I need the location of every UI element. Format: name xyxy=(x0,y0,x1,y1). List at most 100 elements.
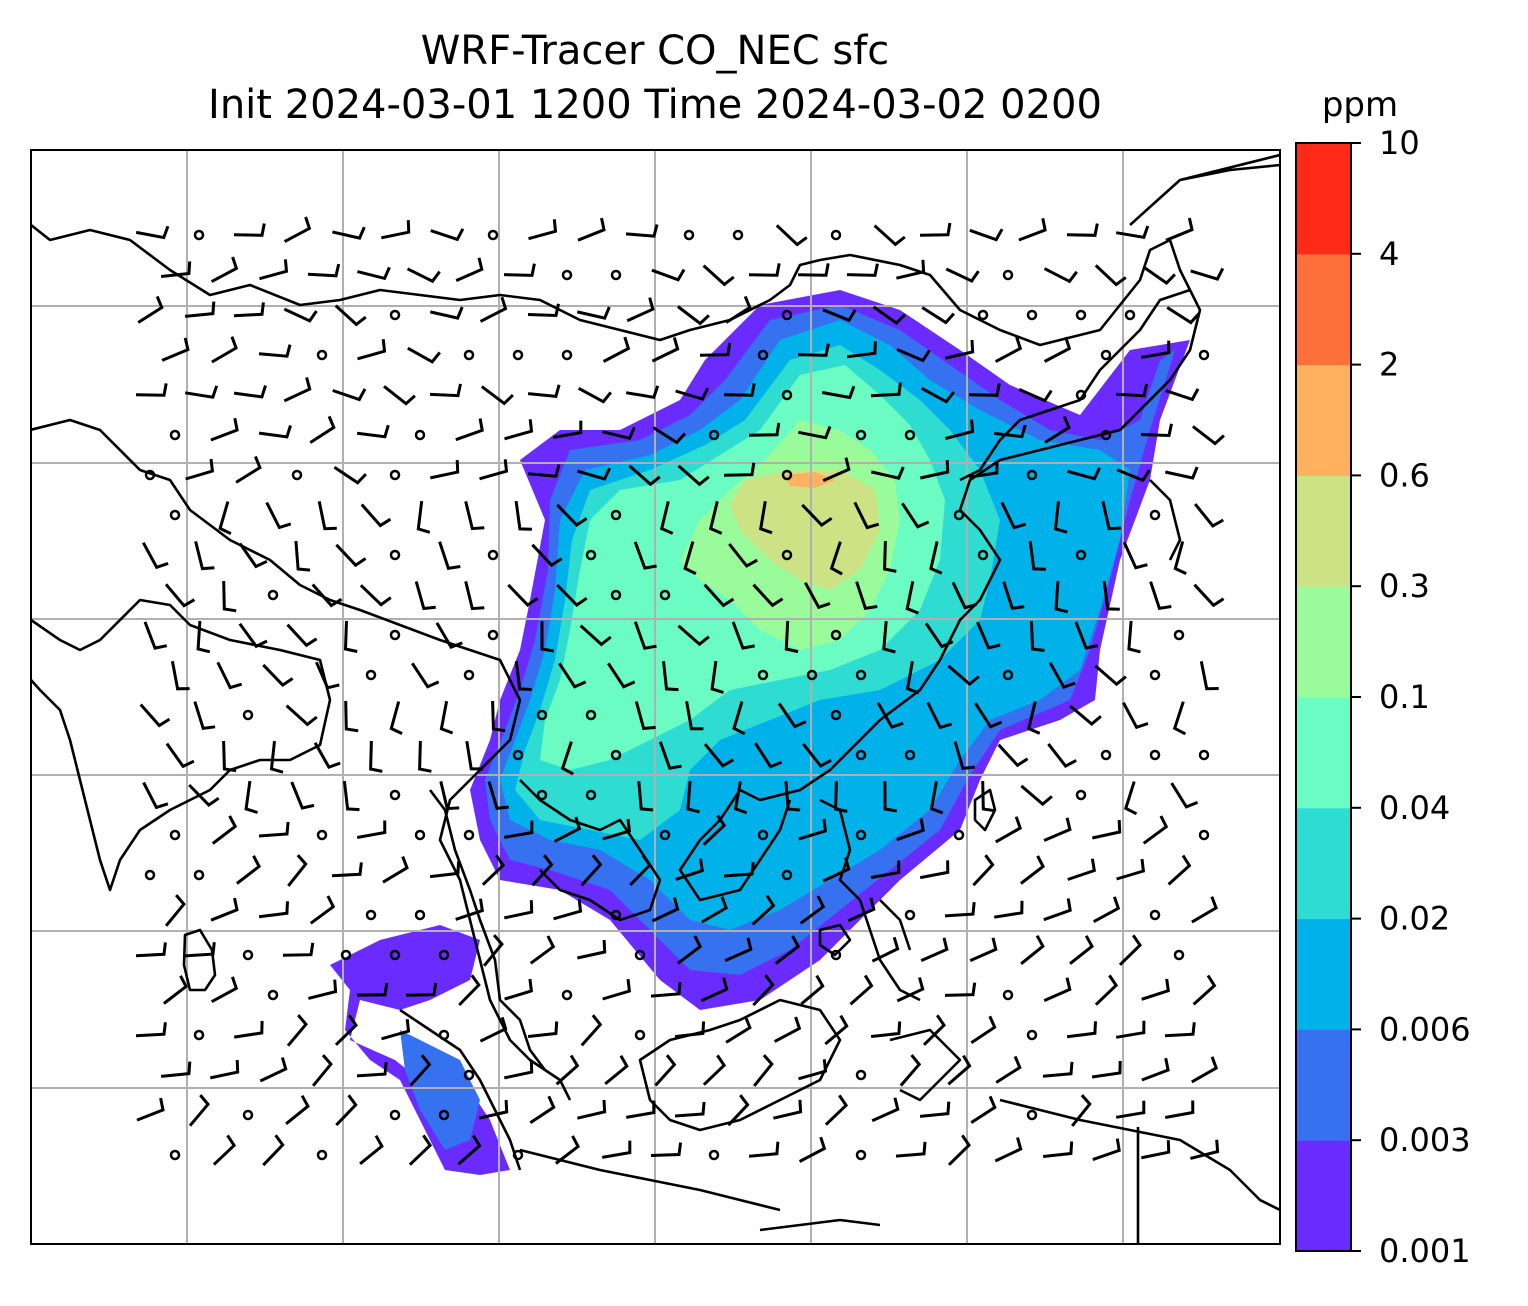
calm-wind-marker xyxy=(512,349,524,361)
wind-barb xyxy=(896,259,926,280)
wind-barb xyxy=(504,419,534,441)
wind-barb xyxy=(357,339,387,361)
calm-wind-marker xyxy=(389,469,401,481)
calm-wind-marker xyxy=(781,389,793,401)
calm-wind-marker xyxy=(267,989,279,1001)
wind-barb xyxy=(725,295,752,324)
wind-barb xyxy=(798,818,828,841)
map-title-line-2: Init 2024-03-01 1200 Time 2024-03-02 020… xyxy=(208,82,1102,128)
coastline-sulawesi xyxy=(889,1028,962,1102)
colorbar-tick-label: 0.3 xyxy=(1379,567,1430,605)
colorbar-block xyxy=(1296,253,1351,366)
wind-barb xyxy=(945,339,975,360)
wind-barb xyxy=(210,417,239,442)
calm-wind-marker xyxy=(781,469,793,481)
wind-barb xyxy=(164,583,196,608)
wind-barb xyxy=(576,939,607,960)
wind-barb xyxy=(577,217,606,242)
calm-wind-marker xyxy=(1149,749,1161,761)
calm-wind-marker xyxy=(904,909,916,921)
wind-barb xyxy=(464,581,485,611)
calm-wind-marker xyxy=(585,549,597,561)
coastline-china-east xyxy=(699,153,1280,841)
coastline-philippines xyxy=(819,798,921,1002)
wind-barb xyxy=(480,385,514,406)
wind-barb xyxy=(637,780,654,812)
wind-barb xyxy=(824,1014,849,1046)
wind-barb xyxy=(993,900,1024,919)
calm-wind-marker xyxy=(708,1149,720,1161)
wind-barb xyxy=(527,384,561,399)
wind-barb xyxy=(1069,704,1102,726)
calm-wind-marker xyxy=(855,1149,867,1161)
calm-wind-marker xyxy=(855,669,867,681)
wind-barb xyxy=(1002,581,1025,610)
wind-barb xyxy=(633,541,657,570)
wind-barb xyxy=(527,303,560,318)
wind-barb xyxy=(899,1054,922,1087)
wind-barb xyxy=(625,1100,656,1119)
wind-barb xyxy=(602,426,636,441)
wind-barb xyxy=(1066,1021,1097,1039)
wind-barb xyxy=(414,581,436,611)
calm-wind-marker xyxy=(781,549,793,561)
wind-barb xyxy=(527,464,561,478)
wind-barb xyxy=(798,1136,827,1163)
wind-barb xyxy=(383,385,416,406)
calm-wind-marker xyxy=(830,949,842,961)
wind-barb xyxy=(701,896,728,924)
wind-barb xyxy=(970,1095,997,1124)
colorbar-block xyxy=(1296,918,1351,1030)
calm-wind-marker xyxy=(561,269,573,281)
wind-barb xyxy=(503,900,534,920)
wind-barb xyxy=(625,224,659,238)
calm-wind-marker xyxy=(659,829,671,841)
calm-wind-marker xyxy=(977,309,989,321)
calm-wind-marker xyxy=(438,1109,450,1121)
wind-barb xyxy=(265,501,292,530)
wind-barb xyxy=(165,742,195,769)
wind-barb xyxy=(196,620,211,654)
wind-barb xyxy=(651,336,680,363)
calm-wind-marker xyxy=(634,949,646,961)
wind-barb xyxy=(1127,620,1141,654)
wind-barb xyxy=(602,978,632,1001)
wind-barb xyxy=(331,862,363,878)
wind-barb xyxy=(1071,1094,1092,1127)
wind-barb xyxy=(307,263,341,278)
wind-barb xyxy=(871,1097,900,1123)
wind-barb xyxy=(969,228,1004,242)
wind-barb xyxy=(429,306,464,320)
colorbar-tick-label: 0.006 xyxy=(1379,1010,1471,1048)
wind-barb xyxy=(527,1021,559,1038)
wind-barb xyxy=(822,857,851,883)
calm-wind-marker xyxy=(1002,269,1014,281)
wind-barb xyxy=(222,580,237,613)
wind-barb xyxy=(333,465,367,485)
wind-barb xyxy=(924,622,954,649)
wind-barb xyxy=(674,1021,706,1039)
wind-barb xyxy=(1164,1022,1196,1038)
calm-wind-marker xyxy=(1149,909,1161,921)
calm-wind-marker xyxy=(1026,1109,1038,1121)
wind-barb xyxy=(160,1061,192,1078)
wind-barb xyxy=(650,1142,683,1157)
wind-barb xyxy=(675,387,710,401)
wind-barb xyxy=(703,743,735,768)
wind-barb xyxy=(602,336,631,363)
wind-barb xyxy=(1067,858,1096,881)
wind-barb xyxy=(920,386,955,404)
wind-barb xyxy=(1094,264,1127,287)
wind-barb xyxy=(309,895,336,925)
wind-barb xyxy=(315,661,340,690)
wind-barb xyxy=(724,937,753,962)
wind-barb xyxy=(1000,501,1027,530)
wind-barb xyxy=(799,895,826,925)
wind-barb xyxy=(1091,1060,1122,1079)
colorbar-block xyxy=(1296,807,1351,920)
calm-wind-marker xyxy=(561,349,573,361)
wind-barb xyxy=(216,661,243,690)
wind-barb xyxy=(481,854,506,886)
wind-barb xyxy=(748,263,781,277)
wind-barb xyxy=(728,543,758,568)
